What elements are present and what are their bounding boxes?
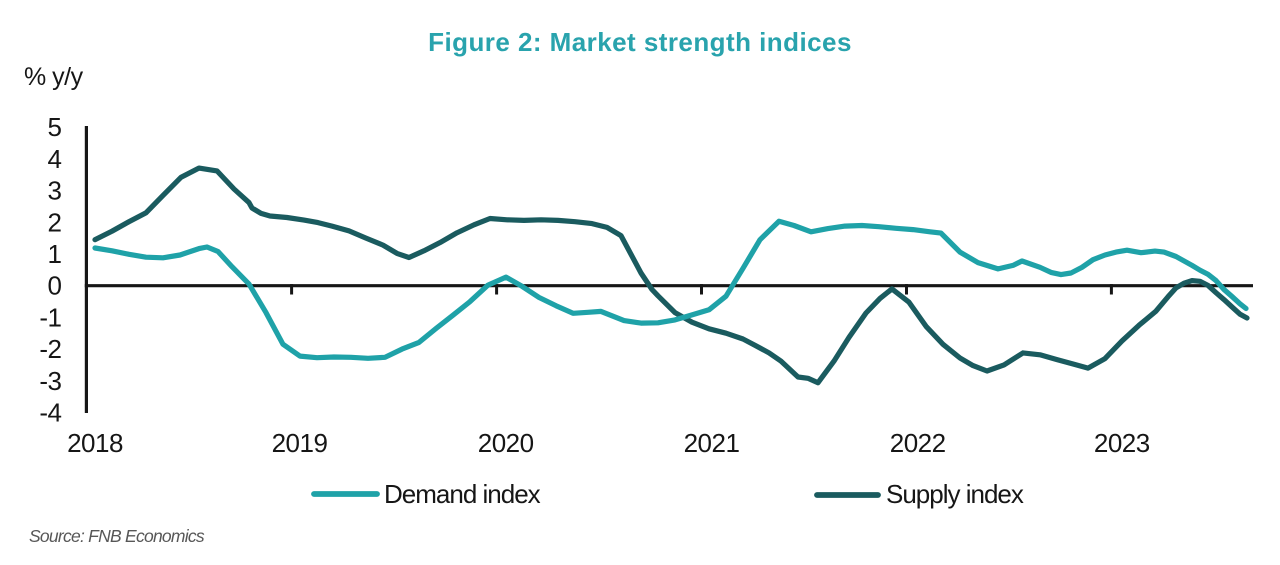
svg-text:2: 2: [48, 207, 62, 237]
svg-text:2023: 2023: [1094, 428, 1150, 458]
svg-text:-4: -4: [39, 398, 61, 428]
svg-text:0: 0: [48, 271, 62, 301]
svg-text:2018: 2018: [67, 428, 123, 458]
svg-text:2020: 2020: [478, 428, 534, 458]
svg-text:3: 3: [48, 176, 62, 206]
svg-text:2022: 2022: [890, 428, 946, 458]
svg-text:1: 1: [48, 239, 62, 269]
svg-text:2019: 2019: [272, 428, 328, 458]
svg-text:-3: -3: [39, 366, 61, 396]
svg-text:4: 4: [48, 144, 62, 174]
svg-text:-2: -2: [39, 334, 61, 364]
svg-text:5: 5: [48, 112, 62, 142]
svg-text:2021: 2021: [684, 428, 740, 458]
svg-text:-1: -1: [39, 302, 61, 332]
